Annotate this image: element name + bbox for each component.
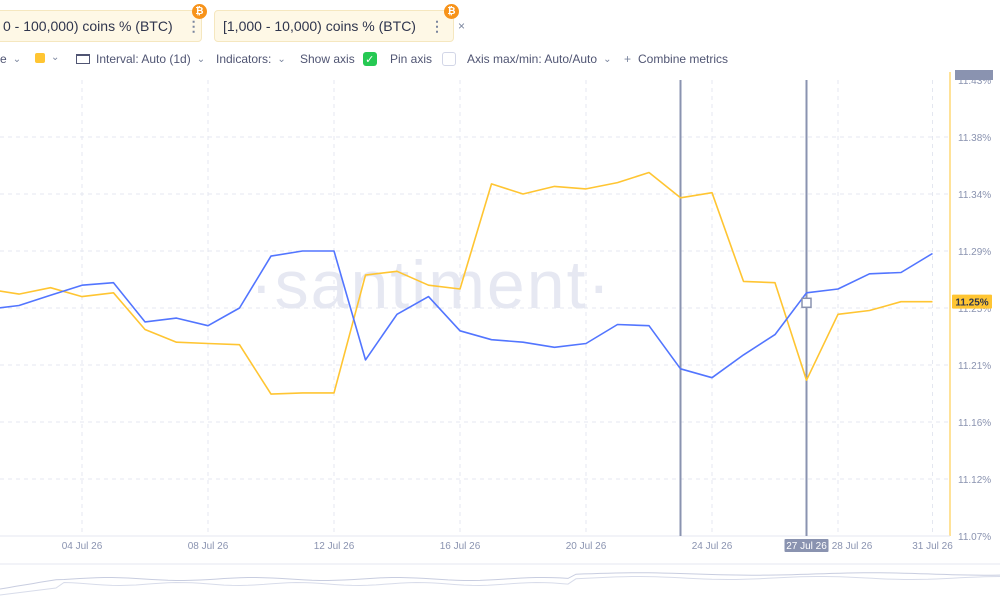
chart-toolbar: e ⌄ ⌄ Interval: Auto (1d) ⌄ Indicators: … [0, 50, 1000, 70]
x-tick-label: 31 Jul 26 [912, 541, 953, 552]
indicators-dropdown[interactable]: Indicators: ⌄ [216, 52, 286, 66]
more-menu-icon[interactable]: ⋮ [429, 17, 444, 34]
bitcoin-icon: ₿ [444, 4, 459, 19]
y-tick-label: 11.25% [958, 304, 991, 315]
color-swatch [35, 52, 45, 63]
pin-axis-toggle[interactable]: Pin axis [390, 52, 457, 66]
y-tick-label: 11.29% [958, 247, 991, 258]
checkbox-unchecked-icon[interactable] [442, 52, 457, 66]
indicators-label: Indicators: [216, 52, 272, 66]
x-tick-label: 28 Jul 26 [832, 541, 873, 552]
y-tick-label: 11.38% [958, 133, 991, 144]
crosshair-marker [801, 297, 812, 309]
combine-metrics-label: Combine metrics [638, 52, 729, 66]
show-axis-toggle[interactable]: Show axis ✓ [300, 52, 377, 66]
axis-maxmin-label: Axis max/min: Auto/Auto [467, 52, 598, 66]
series-line-yellow [0, 171, 933, 395]
style-dropdown-label: e [0, 52, 7, 66]
interval-label: Interval: Auto (1d) [96, 52, 191, 66]
bitcoin-icon: ₿ [192, 4, 207, 19]
metric-chip-label: [1,000 - 10,000) coins % (BTC) [223, 18, 416, 34]
color-dropdown[interactable]: ⌄ [35, 52, 59, 63]
axis-maxmin-dropdown[interactable]: Axis max/min: Auto/Auto ⌄ [467, 52, 611, 66]
chevron-down-icon: ⌄ [277, 53, 286, 65]
pin-axis-label: Pin axis [390, 52, 433, 66]
x-tick-label: 24 Jul 26 [692, 541, 733, 552]
combine-metrics-button[interactable]: + Combine metrics [624, 52, 728, 66]
y-tick-label: 11.43% [958, 76, 991, 87]
current-value-badge [952, 294, 992, 309]
checkbox-checked-icon[interactable]: ✓ [362, 52, 377, 66]
navigator-line-a [0, 572, 1000, 590]
style-dropdown[interactable]: e ⌄ [0, 52, 21, 66]
y-tick-label: 11.16% [958, 418, 991, 429]
metric-chip-label: 0 - 100,000) coins % (BTC) [3, 18, 173, 34]
show-axis-label: Show axis [300, 52, 355, 66]
plus-icon: + [624, 52, 632, 66]
y-tick-label: 11.07% [958, 532, 991, 543]
crosshair-date-box [784, 539, 829, 552]
top-axis-badge [955, 70, 993, 80]
metric-chip-yellow[interactable]: 0 - 100,000) coins % (BTC) ⋮ × ₿ [0, 4, 222, 42]
crosshair-date-label: 27 Jul 26 [786, 541, 827, 552]
chevron-down-icon: ⌄ [12, 53, 22, 65]
x-tick-label: 20 Jul 26 [566, 541, 607, 552]
x-tick-label: 16 Jul 26 [440, 541, 481, 552]
x-tick-label: 12 Jul 26 [314, 541, 355, 552]
y-tick-label: 11.21% [958, 361, 991, 372]
navigator-line-b [0, 576, 1000, 596]
close-icon[interactable]: × [457, 19, 465, 33]
metric-chip-blue[interactable]: [1,000 - 10,000) coins % (BTC) ⋮ × ₿ [214, 4, 465, 42]
interval-dropdown[interactable]: Interval: Auto (1d) ⌄ [76, 52, 205, 66]
x-tick-label: 04 Jul 26 [62, 541, 103, 552]
interval-icon [76, 54, 90, 64]
y-tick-label: 11.34% [958, 190, 991, 201]
chevron-down-icon: ⌄ [603, 53, 612, 65]
y-tick-label: 11.12% [958, 475, 991, 486]
more-menu-icon[interactable]: ⋮ [186, 17, 201, 34]
x-tick-label: 08 Jul 26 [188, 541, 229, 552]
current-value-label: 11.25% [955, 298, 988, 309]
chevron-down-icon: ⌄ [196, 53, 206, 65]
chevron-down-icon: ⌄ [51, 52, 60, 63]
series-line-blue [0, 250, 933, 379]
